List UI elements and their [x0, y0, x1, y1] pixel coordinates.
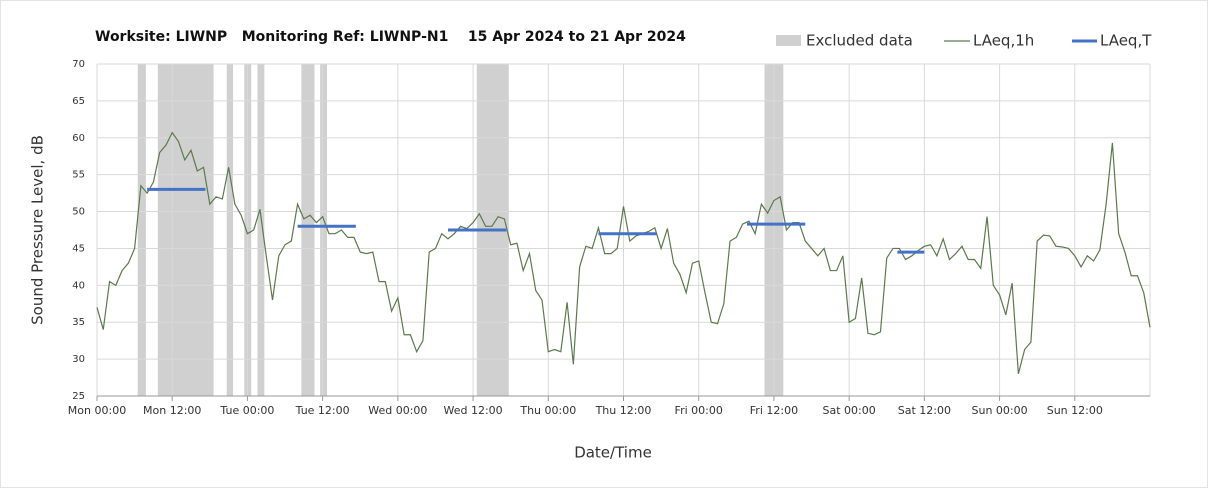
- y-tick-label: 30: [72, 354, 85, 365]
- y-axis-title: Sound Pressure Level, dB: [29, 135, 47, 325]
- excluded-band: [301, 64, 315, 396]
- x-tick-label: Tue 12:00: [295, 404, 350, 417]
- excluded-band: [137, 64, 146, 396]
- excluded-band: [320, 64, 328, 396]
- chart-title: Worksite: LIWNP Monitoring Ref: LIWNP-N1…: [95, 29, 686, 45]
- x-tick-label: Fri 12:00: [750, 404, 798, 417]
- excluded-band: [226, 64, 234, 396]
- x-tick-label: Sun 12:00: [1047, 404, 1103, 417]
- y-tick-label: 55: [72, 170, 85, 181]
- y-tick-label: 45: [72, 243, 85, 254]
- legend-label: LAeq,1h: [973, 32, 1034, 50]
- x-tick-label: Tue 00:00: [219, 404, 274, 417]
- x-tick-label: Wed 12:00: [443, 404, 502, 417]
- x-tick-label: Sat 12:00: [898, 404, 951, 417]
- excluded-band: [157, 64, 214, 396]
- y-tick-label: 50: [72, 207, 85, 218]
- legend-label: LAeq,T: [1100, 32, 1152, 50]
- y-tick-label: 60: [72, 133, 85, 144]
- x-tick-label: Sun 00:00: [972, 404, 1028, 417]
- x-axis-title: Date/Time: [574, 444, 652, 462]
- x-tick-label: Sat 00:00: [823, 404, 876, 417]
- y-tick-label: 25: [72, 391, 85, 402]
- y-tick-label: 35: [72, 317, 85, 328]
- x-tick-label: Thu 12:00: [595, 404, 652, 417]
- x-tick-label: Thu 00:00: [519, 404, 576, 417]
- y-tick-label: 65: [72, 96, 85, 107]
- x-tick-label: Mon 00:00: [68, 404, 126, 417]
- x-tick-label: Wed 00:00: [368, 404, 427, 417]
- x-tick-label: Mon 12:00: [143, 404, 201, 417]
- y-tick-label: 70: [72, 59, 85, 70]
- legend-label: Excluded data: [806, 32, 913, 50]
- legend-swatch-excluded: [776, 35, 801, 46]
- line-series: [96, 131, 1151, 375]
- excluded-band: [257, 64, 265, 396]
- x-tick-label: Fri 00:00: [675, 404, 723, 417]
- y-tick-label: 40: [72, 280, 85, 291]
